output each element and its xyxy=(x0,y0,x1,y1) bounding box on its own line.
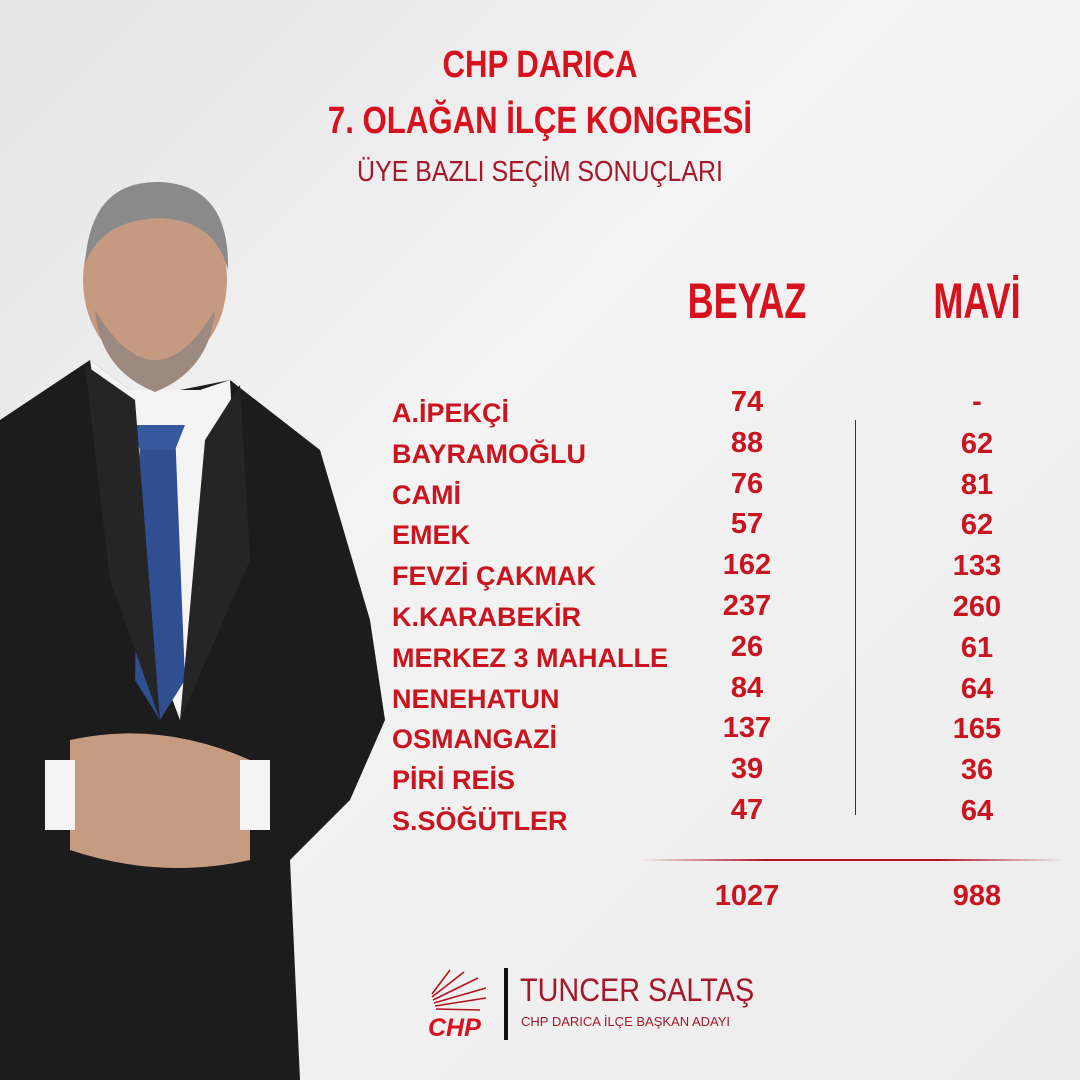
title-line-1: CHP DARICA xyxy=(442,44,638,86)
row-name: NENEHATUN xyxy=(392,683,560,714)
total-divider xyxy=(640,859,1065,861)
title-line-2: 7. OLAĞAN İLÇE KONGRESİ xyxy=(327,100,753,142)
row-mavi-value: 36 xyxy=(960,754,994,787)
total-mavi: 988 xyxy=(952,880,1002,912)
row-name: PİRİ REİS xyxy=(392,765,516,796)
column-header-mavi: MAVİ xyxy=(933,273,1021,329)
row-name: FEVZİ ÇAKMAK xyxy=(392,561,596,592)
row-beyaz-value: 26 xyxy=(730,630,764,663)
row-mavi-value: 81 xyxy=(960,468,994,501)
candidate-role: CHP DARICA İLÇE BAŞKAN ADAYI xyxy=(521,1014,731,1029)
row-name: OSMANGAZİ xyxy=(392,724,557,755)
row-name: K.KARABEKİR xyxy=(392,602,581,632)
row-beyaz-value: 162 xyxy=(722,549,772,582)
row-beyaz-value: 47 xyxy=(730,794,764,826)
row-mavi-value: 61 xyxy=(960,631,994,664)
row-mavi-value: - xyxy=(972,386,982,418)
chp-logo: CHP xyxy=(428,1014,481,1042)
chp-arrows-icon xyxy=(431,969,487,1011)
row-mavi-value: 64 xyxy=(960,795,994,827)
candidate-name: TUNCER SALTAŞ xyxy=(520,972,755,1008)
row-beyaz-value: 74 xyxy=(730,386,764,418)
row-beyaz-value: 88 xyxy=(730,426,764,459)
row-beyaz-value: 84 xyxy=(730,671,764,704)
row-mavi-value: 64 xyxy=(960,672,994,705)
row-beyaz-value: 137 xyxy=(722,712,772,745)
row-beyaz-value: 237 xyxy=(722,590,772,622)
subtitle: ÜYE BAZLI SEÇİM SONUÇLARI xyxy=(357,156,723,188)
footer-divider xyxy=(504,968,508,1040)
row-name: A.İPEKÇİ xyxy=(392,398,510,428)
candidate-photo xyxy=(0,181,385,1080)
row-name: CAMİ xyxy=(392,479,461,510)
row-name: EMEK xyxy=(392,520,471,551)
row-mavi-value: 260 xyxy=(952,591,1002,623)
row-name: MERKEZ 3 MAHALLE xyxy=(392,642,668,673)
total-beyaz: 1027 xyxy=(714,880,780,912)
row-mavi-value: 133 xyxy=(952,550,1002,583)
column-divider xyxy=(855,420,856,815)
row-mavi-value: 165 xyxy=(952,713,1002,746)
row-mavi-value: 62 xyxy=(960,509,994,542)
row-mavi-value: 62 xyxy=(960,427,994,460)
row-beyaz-value: 76 xyxy=(730,467,764,500)
row-beyaz-value: 57 xyxy=(730,508,764,541)
row-beyaz-value: 39 xyxy=(730,753,764,786)
row-name: BAYRAMOĞLU xyxy=(392,438,587,469)
column-header-beyaz: BEYAZ xyxy=(687,273,807,329)
row-name: S.SÖĞÜTLER xyxy=(392,806,568,836)
